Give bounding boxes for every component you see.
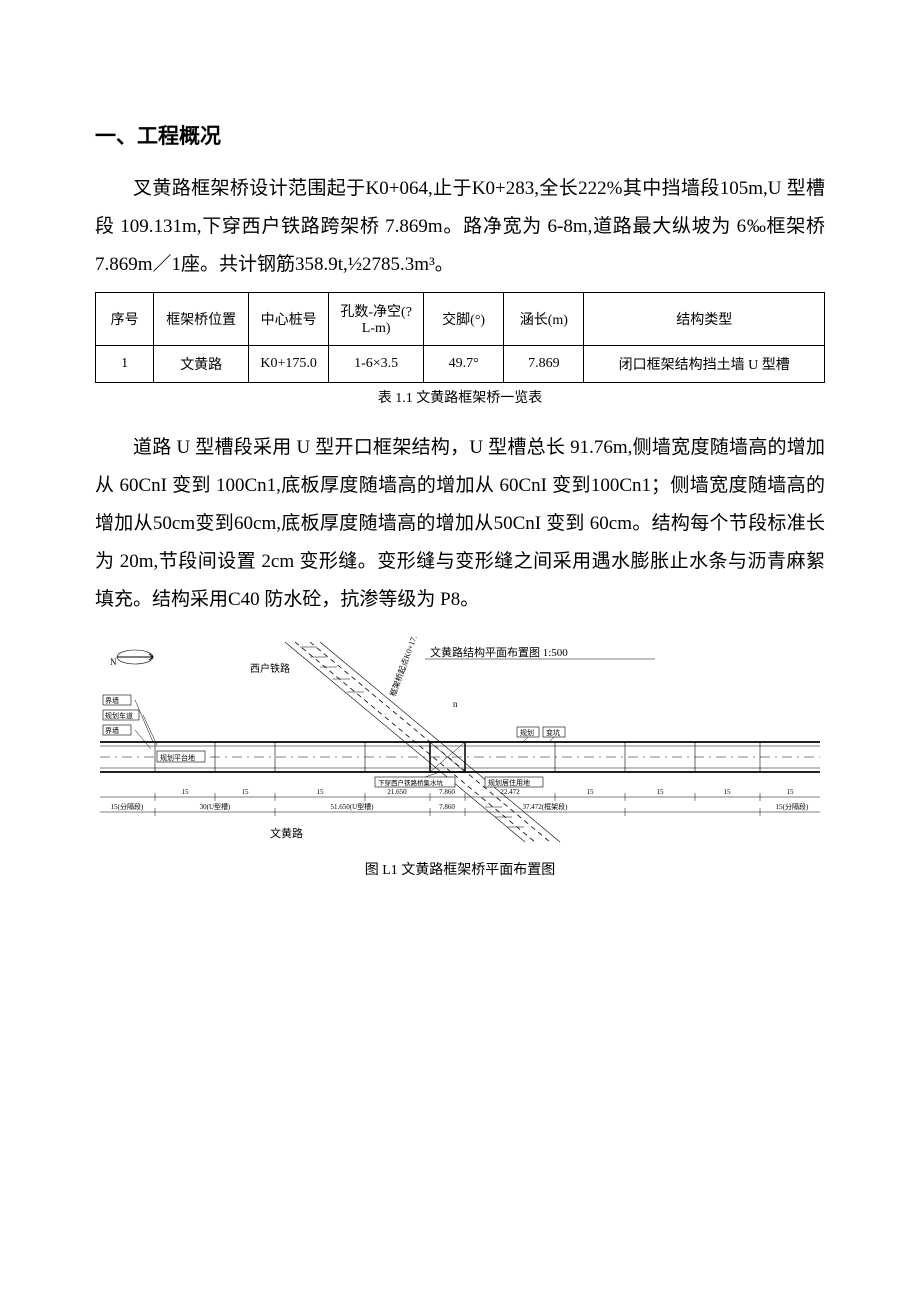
- cell-location: 文黄路: [154, 346, 249, 383]
- col-seq: 序号: [96, 293, 154, 346]
- svg-text:15(分隔段): 15(分隔段): [111, 802, 144, 811]
- figure-caption: 图 L1 文黄路框架桥平面布置图: [365, 859, 556, 879]
- paragraph-overview-1: 叉黄路框架桥设计范围起于K0+064,止于K0+283,全长222%其中挡墙段1…: [95, 170, 825, 284]
- dimension-row-2: 15(分隔段) 30(U型槽) 51.650(U型槽) 7.860 37.472…: [100, 802, 820, 816]
- svg-text:框架桥起点K0+175.825: 框架桥起点K0+175.825: [387, 637, 424, 698]
- cell-span: 1-6×3.5: [329, 346, 424, 383]
- svg-text:22.472: 22.472: [500, 788, 520, 796]
- svg-text:N: N: [110, 657, 117, 667]
- mid-block-label: 规划平台地: [160, 753, 195, 762]
- svg-text:15: 15: [182, 788, 190, 796]
- svg-text:界墙: 界墙: [105, 696, 119, 705]
- cell-angle: 49.7°: [424, 346, 504, 383]
- svg-text:37.472(框架段): 37.472(框架段): [523, 802, 569, 811]
- col-angle: 交脚(°): [424, 293, 504, 346]
- plan-layout-diagram: N 文黄路结构平面布置图 1:500 西户铁路: [95, 637, 825, 847]
- svg-text:n: n: [453, 699, 458, 709]
- cell-seq: 1: [96, 346, 154, 383]
- col-type: 结构类型: [584, 293, 825, 346]
- overview-table: 序号 框架桥位置 中心桩号 孔数-净空(?L-m) 交脚(°) 涵长(m) 结构…: [95, 292, 825, 383]
- svg-text:西户铁路: 西户铁路: [250, 662, 290, 675]
- section-heading: 一、工程概况: [95, 120, 825, 150]
- svg-text:21.650: 21.650: [387, 788, 407, 796]
- svg-text:规划居住用地: 规划居住用地: [488, 778, 530, 787]
- svg-text:规划: 规划: [520, 728, 534, 737]
- table-row: 1 文黄路 K0+175.0 1-6×3.5 49.7° 7.869 闭口框架结…: [96, 346, 825, 383]
- table-caption: 表 1.1 文黄路框架桥一览表: [95, 387, 825, 407]
- svg-text:下穿西户铁路桥集水坑: 下穿西户铁路桥集水坑: [378, 778, 444, 787]
- svg-text:规划车道: 规划车道: [105, 711, 133, 720]
- svg-text:30(U型槽): 30(U型槽): [200, 802, 231, 811]
- figure-title-box: 文黄路结构平面布置图 1:500: [425, 645, 655, 659]
- col-pile: 中心桩号: [249, 293, 329, 346]
- road-name-label: 文黄路: [270, 826, 303, 840]
- col-length: 涵长(m): [504, 293, 584, 346]
- svg-text:15: 15: [242, 788, 250, 796]
- table-header-row: 序号 框架桥位置 中心桩号 孔数-净空(?L-m) 交脚(°) 涵长(m) 结构…: [96, 293, 825, 346]
- svg-text:文黄路结构平面布置图 1:500: 文黄路结构平面布置图 1:500: [430, 645, 568, 659]
- svg-text:7.860: 7.860: [439, 803, 455, 811]
- svg-text:15(分隔段): 15(分隔段): [776, 802, 809, 811]
- svg-text:15: 15: [317, 788, 325, 796]
- svg-text:7.860: 7.860: [439, 788, 455, 796]
- figure-container: N 文黄路结构平面布置图 1:500 西户铁路: [95, 637, 825, 879]
- col-location: 框架桥位置: [154, 293, 249, 346]
- paragraph-overview-2: 道路 U 型槽段采用 U 型开口框架结构，U 型槽总长 91.76m,侧墙宽度随…: [95, 429, 825, 619]
- cell-type: 闭口框架结构挡土墙 U 型槽: [584, 346, 825, 383]
- svg-text:51.650(U型槽): 51.650(U型槽): [331, 802, 375, 811]
- center-annotations: 框架桥起点K0+175.825 n 下穿西户铁路桥集水坑: [375, 637, 458, 787]
- left-blocks: 界墙 规划车道 界墙: [103, 695, 157, 749]
- north-arrow-icon: N: [110, 650, 153, 667]
- cell-length: 7.869: [504, 346, 584, 383]
- svg-text:界墙: 界墙: [105, 726, 119, 735]
- cell-pile: K0+175.0: [249, 346, 329, 383]
- col-span: 孔数-净空(?L-m): [329, 293, 424, 346]
- svg-text:15: 15: [787, 788, 795, 796]
- svg-text:15: 15: [657, 788, 665, 796]
- svg-text:15: 15: [587, 788, 595, 796]
- svg-text:变坑: 变坑: [546, 728, 560, 737]
- svg-text:15: 15: [724, 788, 732, 796]
- dimension-row-1: 15 15 15 21.650 7.860 22.472 15 15 15 15: [100, 788, 820, 801]
- road-corridor: [100, 742, 820, 772]
